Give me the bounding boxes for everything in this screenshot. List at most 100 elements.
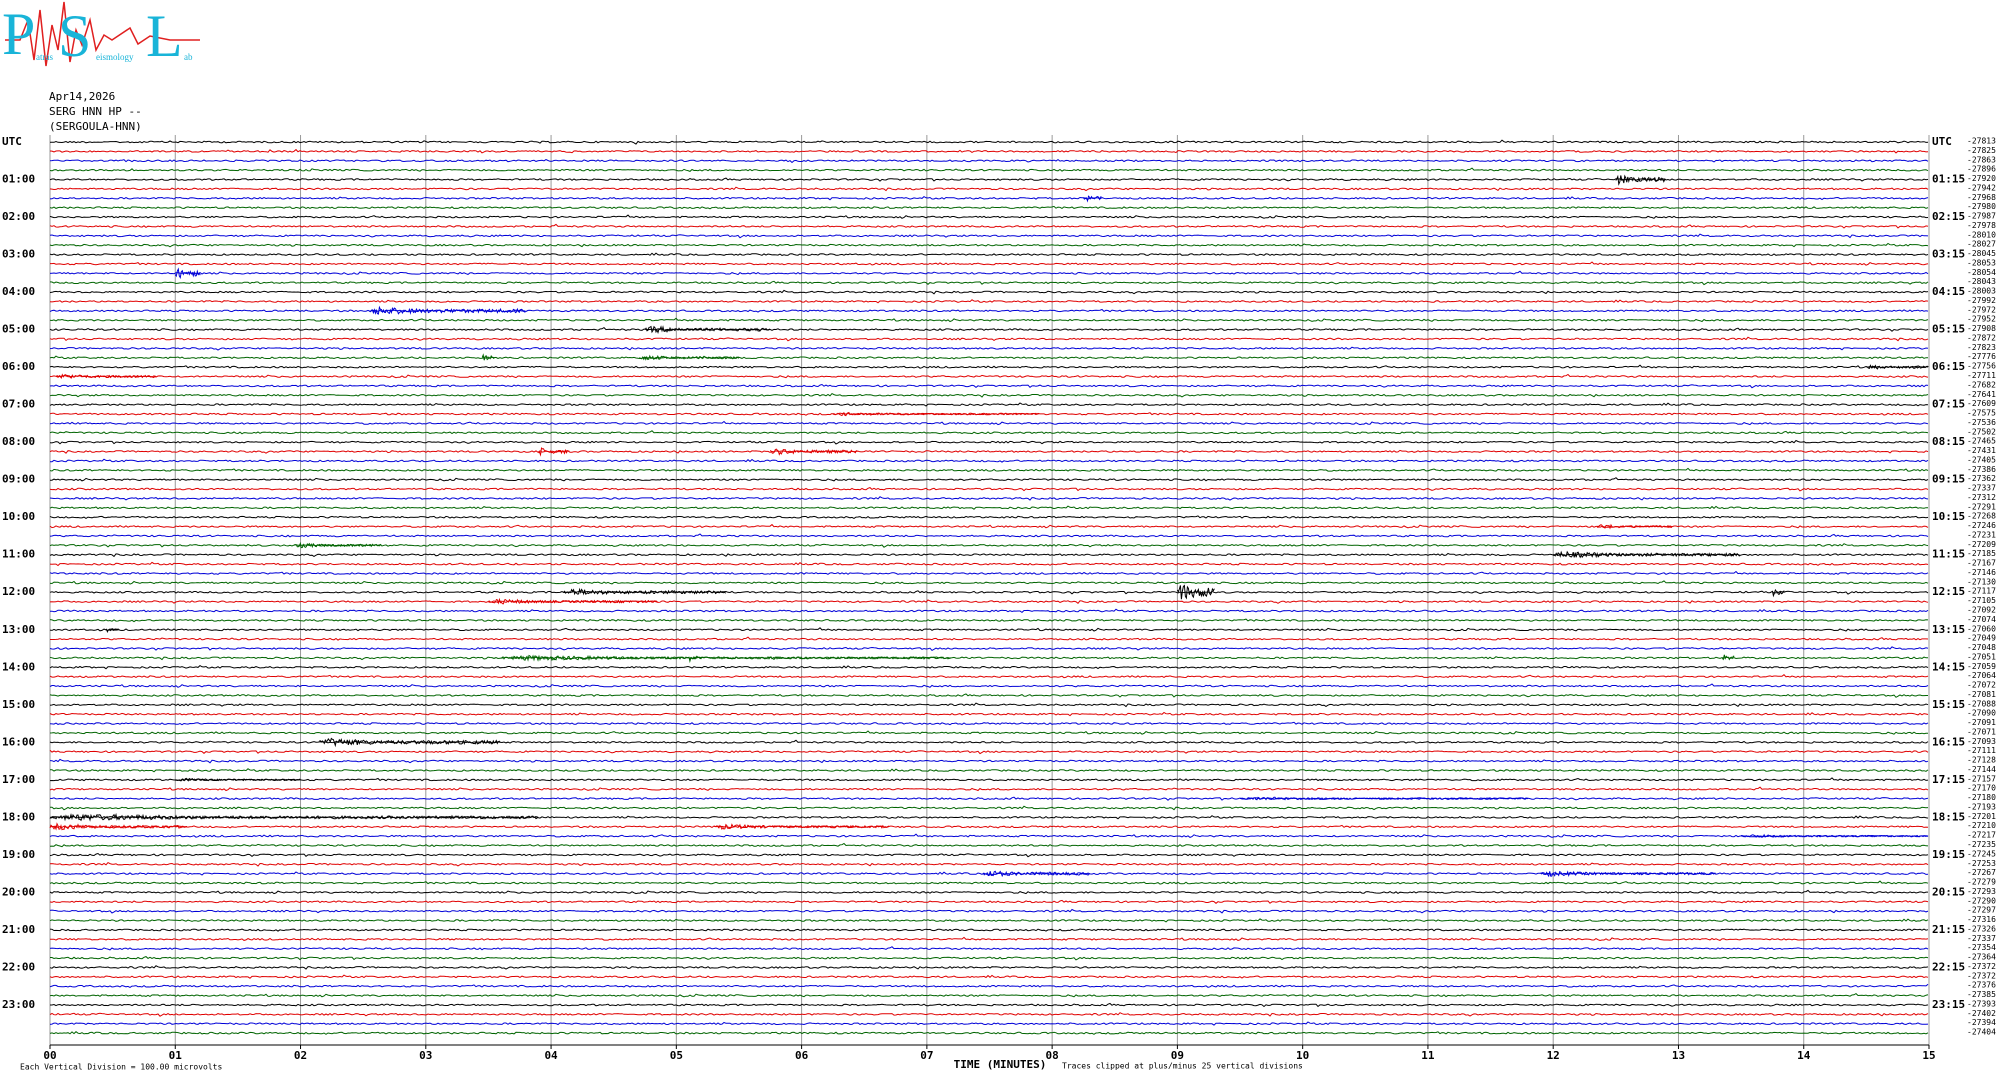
trace [49, 664, 1929, 670]
time-label-left: 07:00 [2, 398, 35, 411]
seismic-event [1083, 195, 1102, 203]
time-label-right: 14:15 [1932, 660, 1965, 673]
trace [50, 477, 1929, 482]
trace-offset: -27128 [1967, 756, 1996, 765]
trace [49, 889, 1928, 895]
seismic-event [1540, 870, 1716, 878]
seismic-event [488, 597, 658, 605]
time-label-left: 01:00 [2, 173, 35, 186]
trace-offset: -27372 [1967, 971, 1996, 980]
time-label-right: 17:15 [1932, 773, 1965, 786]
trace-offset: -27291 [1967, 502, 1996, 511]
trace-offset: -27896 [1967, 165, 1996, 174]
trace [49, 242, 1929, 248]
logo-word: ab [184, 52, 193, 62]
time-label-left: 08:00 [2, 435, 35, 448]
trace-offset: -27209 [1967, 540, 1996, 549]
x-tick-label: 09 [1171, 1049, 1184, 1062]
trace [49, 646, 1929, 652]
trace [49, 656, 1929, 661]
trace-offset: -27048 [1967, 643, 1996, 652]
trace [49, 533, 1929, 538]
trace [50, 636, 1929, 641]
x-tick-label: 13 [1672, 1049, 1685, 1062]
time-label-left: 20:00 [2, 885, 35, 898]
time-label-right: 06:15 [1932, 360, 1965, 373]
trace-offset: -28054 [1967, 268, 1996, 277]
logo-letter: S [58, 3, 91, 69]
trace [49, 148, 1929, 154]
trace-offset: -28045 [1967, 249, 1996, 258]
time-label-left: 15:00 [2, 698, 35, 711]
seismic-event [644, 325, 771, 335]
trace-offset: -27987 [1967, 212, 1996, 221]
trace-offset: -27312 [1967, 493, 1996, 502]
trace-offset: -27404 [1967, 1028, 1996, 1037]
trace [49, 824, 1929, 829]
time-label-left: 04:00 [2, 285, 35, 298]
trace-offset: -27167 [1967, 559, 1996, 568]
time-label-right: 03:15 [1932, 248, 1965, 261]
trace-offset: -27246 [1967, 521, 1996, 530]
trace [49, 420, 1929, 426]
trace-offset: -27267 [1967, 868, 1996, 877]
x-tick-label: 05 [670, 1049, 683, 1062]
trace [49, 383, 1929, 389]
trace [50, 608, 1929, 614]
trace [49, 346, 1929, 351]
trace-offset: -27465 [1967, 437, 1996, 446]
trace [49, 861, 1929, 867]
trace [49, 496, 1929, 501]
trace-offset: -27293 [1967, 887, 1996, 896]
trace-offset: -27157 [1967, 774, 1996, 783]
trace [49, 402, 1929, 407]
trace [49, 899, 1929, 904]
trace-offset: -27185 [1967, 549, 1996, 558]
trace [50, 139, 1929, 145]
trace-offset: -27092 [1967, 606, 1996, 615]
trace [49, 683, 1929, 688]
time-label-right: 13:15 [1932, 623, 1965, 636]
trace-offset: -27144 [1967, 765, 1996, 774]
site: (SERGOULA-HNN) [49, 120, 142, 133]
time-label-right: UTC [1932, 135, 1952, 148]
trace-offset: -27170 [1967, 784, 1996, 793]
seismic-event [1596, 523, 1673, 530]
trace [49, 515, 1929, 519]
trace [49, 693, 1928, 698]
logo-word: eismology [96, 52, 134, 62]
trace-offset: -27825 [1967, 146, 1996, 155]
trace [49, 618, 1929, 623]
time-label-left: 22:00 [2, 960, 35, 973]
time-label-left: 17:00 [2, 773, 35, 786]
trace-offset: -27536 [1967, 418, 1996, 427]
trace [49, 280, 1929, 286]
trace-offset: -27081 [1967, 690, 1996, 699]
trace-offset: -27060 [1967, 624, 1996, 633]
trace-offset: -28027 [1967, 240, 1996, 249]
trace [49, 195, 1929, 201]
trace-offset: -27072 [1967, 681, 1996, 690]
trace-offset: -27088 [1967, 699, 1996, 708]
trace [49, 252, 1929, 257]
trace [49, 373, 1929, 379]
trace-offset: -27090 [1967, 709, 1996, 718]
logo-letter: P [2, 1, 35, 67]
trace [49, 1012, 1929, 1017]
trace [49, 467, 1929, 472]
trace-offset: -27180 [1967, 793, 1996, 802]
trace-offset: -27268 [1967, 512, 1996, 521]
seismic-event [982, 870, 1090, 878]
trace-offset: -27386 [1967, 465, 1996, 474]
trace [49, 505, 1928, 510]
trace [49, 908, 1929, 914]
trace [49, 730, 1929, 735]
trace-offset: -28010 [1967, 230, 1996, 239]
time-label-right: 01:15 [1932, 173, 1965, 186]
trace [49, 430, 1929, 435]
trace [49, 308, 1929, 313]
logo-wave [5, 1, 200, 67]
trace [50, 956, 1929, 961]
trace-offset: -28043 [1967, 277, 1996, 286]
